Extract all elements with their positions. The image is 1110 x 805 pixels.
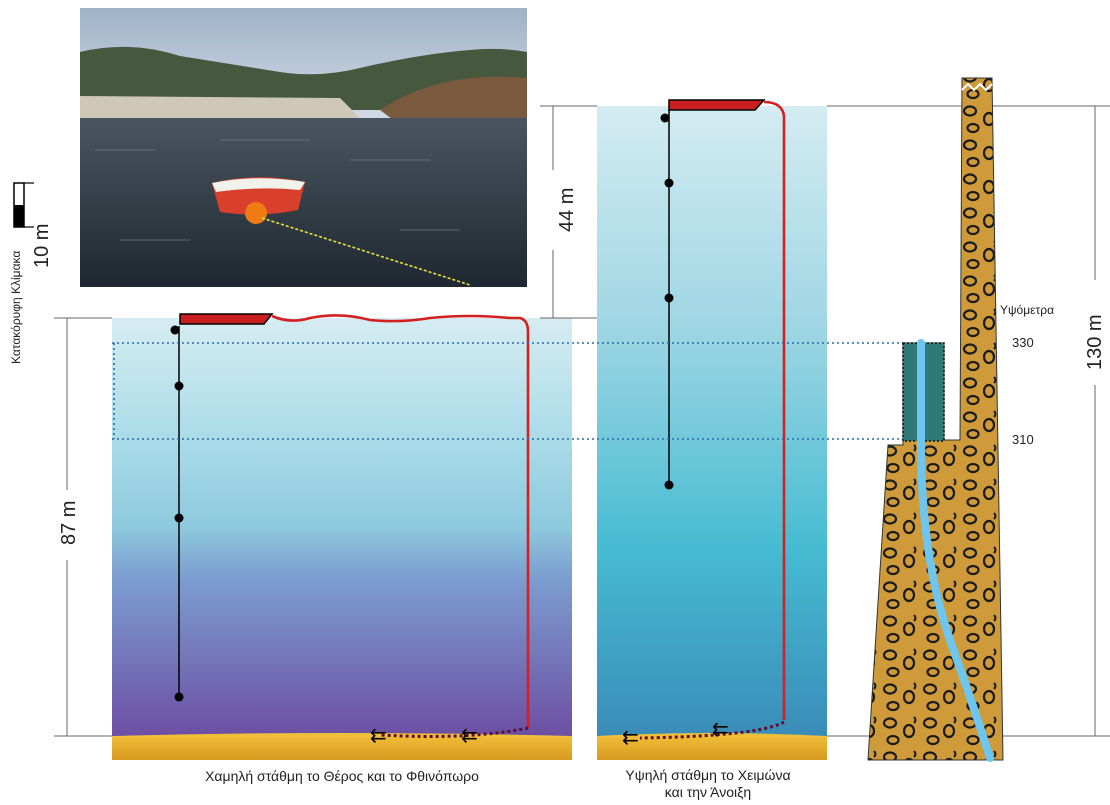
caption-high-level-line1: Υψηλή στάθμη το Χειμώνα — [625, 767, 790, 783]
mooring-line-high — [763, 100, 786, 720]
sensor-node — [174, 692, 184, 702]
high-level-tank: ⇇ ⇇ — [597, 99, 827, 760]
anchor-icon: ⇇ — [461, 723, 478, 747]
break-mark — [961, 82, 993, 92]
caption-high-level-line2: και την Άνοιξη — [665, 784, 751, 800]
anchor-icon: ⇇ — [622, 725, 639, 749]
water-low — [112, 318, 572, 736]
anchor-icon: ⇇ — [712, 717, 729, 741]
elevation-title: Υψόμετρα — [1000, 303, 1054, 317]
caption-low-level: Χαμηλή στάθμη το Θέρος και το Φθινόπωρο — [205, 768, 479, 784]
vertical-scale: Κατακόρυφη Κλίμακα 10 m — [9, 182, 53, 364]
low-level-tank: ⇇ ⇇ — [112, 313, 572, 760]
lake-surface — [80, 118, 527, 287]
mooring-rope — [261, 217, 471, 286]
dam-height-label: 130 m — [1084, 314, 1106, 370]
anchor-chain-low — [379, 726, 529, 738]
depth-low-label: 87 m — [58, 501, 80, 545]
anchor-chain-high — [639, 720, 785, 740]
sensor-node — [174, 513, 184, 523]
sensor-node — [664, 480, 674, 490]
scale-label: Κατακόρυφη Κλίμακα — [9, 251, 23, 364]
elevation-310: 310 — [1012, 432, 1034, 447]
boat-photo — [80, 8, 527, 287]
water-high — [597, 106, 827, 736]
anchor-icon: ⇇ — [370, 723, 387, 747]
sediment-high — [597, 733, 827, 760]
sensor-node — [664, 293, 674, 303]
buoy-float — [245, 202, 267, 224]
mooring-line-low — [271, 314, 530, 728]
sensor-node — [664, 178, 674, 188]
dam-wall-photo — [80, 96, 360, 122]
sensor-node — [174, 381, 184, 391]
scale-bar-fill — [14, 205, 24, 227]
sensor-node — [170, 325, 180, 335]
buoy-low — [179, 313, 274, 325]
depth-high-label: 44 m — [556, 188, 578, 232]
sensor-node — [660, 113, 670, 123]
dam-cross-section — [867, 77, 1004, 762]
outlet-flow — [917, 339, 994, 762]
intake-level-lines — [112, 342, 903, 440]
elevation-330: 330 — [1012, 335, 1034, 350]
sediment-low — [112, 733, 572, 760]
buoy-high — [668, 99, 766, 111]
scale-value: 10 m — [31, 224, 53, 268]
